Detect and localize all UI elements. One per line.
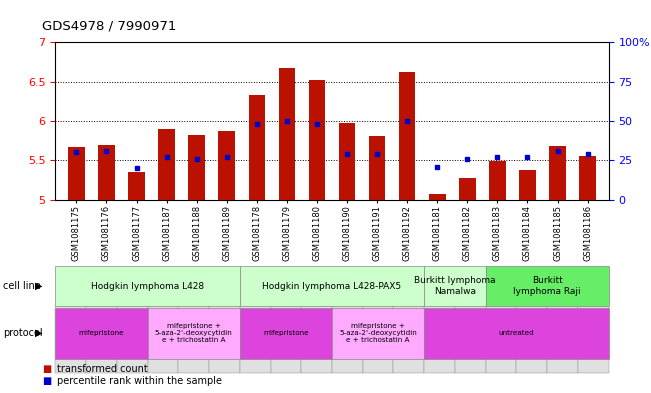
Text: mifepristone: mifepristone	[263, 330, 309, 336]
Bar	[188, 135, 205, 200]
Bar	[369, 136, 385, 200]
Bar	[249, 95, 265, 200]
Bar	[579, 156, 596, 200]
Text: ■: ■	[42, 364, 51, 374]
Bar	[429, 194, 445, 200]
Text: percentile rank within the sample: percentile rank within the sample	[57, 376, 221, 386]
Text: mifepristone +
5-aza-2'-deoxycytidin
e + trichostatin A: mifepristone + 5-aza-2'-deoxycytidin e +…	[155, 323, 232, 343]
Text: mifepristone: mifepristone	[79, 330, 124, 336]
Text: protocol: protocol	[3, 328, 43, 338]
Text: GDS4978 / 7990971: GDS4978 / 7990971	[42, 20, 176, 33]
Bar	[219, 131, 235, 200]
Bar	[549, 146, 566, 200]
Bar	[279, 68, 295, 200]
Bar	[128, 172, 145, 200]
Text: Burkitt
lymphoma Raji: Burkitt lymphoma Raji	[514, 276, 581, 296]
Bar	[68, 147, 85, 200]
Bar	[519, 170, 536, 200]
Text: mifepristone +
5-aza-2'-deoxycytidin
e + trichostatin A: mifepristone + 5-aza-2'-deoxycytidin e +…	[339, 323, 417, 343]
Bar	[459, 178, 476, 200]
Text: Hodgkin lymphoma L428-PAX5: Hodgkin lymphoma L428-PAX5	[262, 282, 402, 290]
Text: ▶: ▶	[35, 328, 43, 338]
Bar	[339, 123, 355, 200]
Text: Burkitt lymphoma
Namalwa: Burkitt lymphoma Namalwa	[414, 276, 496, 296]
Text: ■: ■	[42, 376, 51, 386]
Text: ▶: ▶	[35, 281, 43, 291]
Bar	[158, 129, 175, 200]
Text: cell line: cell line	[3, 281, 41, 291]
Text: transformed count: transformed count	[57, 364, 147, 374]
Text: untreated: untreated	[499, 330, 534, 336]
Bar	[98, 145, 115, 200]
Bar	[399, 72, 415, 200]
Text: Hodgkin lymphoma L428: Hodgkin lymphoma L428	[91, 282, 204, 290]
Bar	[489, 161, 506, 200]
Bar	[309, 80, 326, 200]
